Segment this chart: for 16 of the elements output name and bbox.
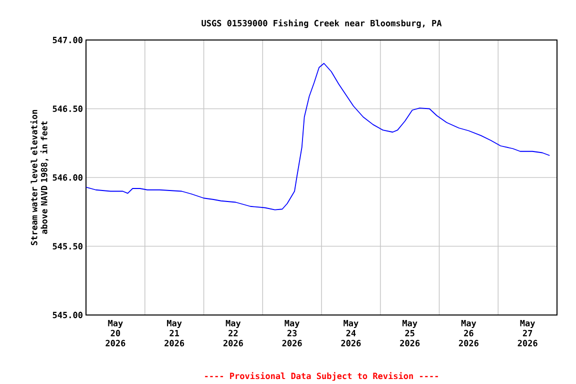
y-tick-label: 545.00 bbox=[52, 312, 82, 318]
x-tick-label: May 27 2026 bbox=[518, 320, 538, 346]
y-tick-label: 547.00 bbox=[52, 36, 82, 44]
y-axis-title: Stream water level elevation above NAVD 1988, in feet bbox=[30, 110, 48, 246]
chart-title: USGS 01539000 Fishing Creek near Bloomsburg, PA bbox=[202, 19, 442, 28]
x-tick-label: May 23 2026 bbox=[282, 320, 302, 346]
x-tick-label: May 24 2026 bbox=[341, 320, 361, 346]
x-tick-label: May 20 2026 bbox=[106, 320, 126, 346]
y-tick-label: 546.00 bbox=[52, 174, 82, 181]
x-tick-label: May 26 2026 bbox=[458, 320, 478, 346]
text: ---- Provisional Data Subject to Revision ---- bbox=[205, 372, 438, 381]
x-tick-label: May 22 2026 bbox=[223, 320, 243, 346]
x-tick-label: May 21 2026 bbox=[164, 320, 184, 346]
x-tick-label: May 25 2026 bbox=[400, 320, 420, 346]
y-tick-label: 545.50 bbox=[52, 243, 82, 250]
y-tick-label: 546.50 bbox=[52, 106, 82, 112]
